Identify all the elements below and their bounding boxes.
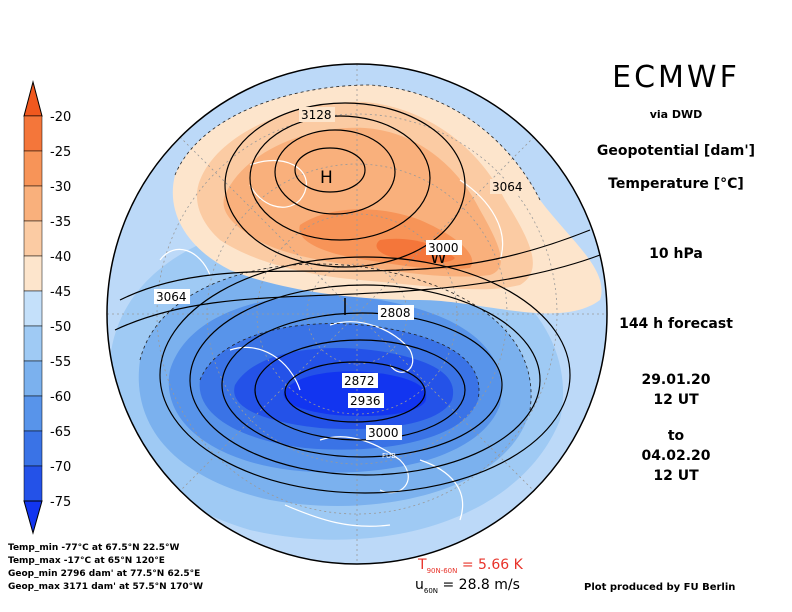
colorbar-label: -65 [50,425,71,440]
temperature-difference: T90N-60N = 5.66 K [418,557,523,575]
colorbar-label: -25 [50,145,71,160]
colorbar-label: -60 [50,390,71,405]
graticule [107,64,607,564]
globe [107,64,607,564]
colorbar-segment [23,325,43,362]
fub-marker-label: FUB [382,452,396,460]
source-title: ECMWF [612,60,740,95]
temp-min-stat: Temp_min -77°C at 67.5°N 22.5°W [8,543,180,553]
geopotential-contours [114,102,601,494]
zonal-wind: u60N = 28.8 m/s [415,577,520,595]
u-value: = 28.8 m/s [442,577,520,593]
contour-label: 2808 [380,306,411,320]
t-value: = 5.66 K [461,557,523,573]
geop-min-stat: Geop_min 2796 dam' at 77.5°N 62.5°E [8,569,201,579]
contour-label: 2936 [350,394,381,408]
colorbar-segment [23,360,43,397]
colorbar-label: -30 [50,180,71,195]
to-text: to [667,428,685,444]
variable-geopotential: Geopotential [dam'] [596,143,756,159]
colorbar-label: -45 [50,285,71,300]
temp-max-stat: Temp_max -17°C at 65°N 120°E [8,556,165,566]
valid-time-text: 12 UT [653,468,699,484]
forecast-lead: 144 h forecast [619,316,733,332]
u-label: u [415,577,424,593]
colorbar-segment [23,290,43,327]
init-time-text: 12 UT [653,392,699,408]
colorbar-top-arrow [23,80,43,117]
init-date-text: 29.01.20 [641,372,711,388]
contour-label: 3064 [156,290,187,304]
pressure-level: 10 hPa [649,246,703,262]
colorbar-segment [23,220,43,257]
contour-label: 3128 [301,108,332,122]
colorbar-label: -20 [50,110,71,125]
colorbar-segment [23,185,43,222]
geop-max-stat: Geop_max 3171 dam' at 57.5°N 170°W [8,582,204,592]
source-subtitle: via DWD [649,108,703,121]
colorbar-segment [23,465,43,502]
contour-labels: 3128 3064 3000 3064 2808 2872 2936 3000 [154,107,526,440]
t-subscript: 90N-60N [426,566,458,575]
globe-outline [106,63,608,565]
colorbar-label: -35 [50,215,71,230]
colorbar-label: -55 [50,355,71,370]
variable-temperature: Temperature [°C] [608,176,744,192]
colorbar-label: -40 [50,250,71,265]
contour-label: 3000 [368,426,399,440]
contour-label: 3064 [492,180,523,194]
t-label: T [418,557,427,573]
credit-text: Plot produced by FU Berlin [584,582,736,593]
contour-label: 2872 [344,374,375,388]
init-time: 29.01.20 12 UT [560,370,792,410]
colorbar-segment [23,430,43,467]
valid-date-text: 04.02.20 [641,448,711,464]
colorbar-segment [23,255,43,292]
colorbar-segment [23,150,43,187]
colorbar-segment [23,395,43,432]
u-subscript: 60N [423,586,439,595]
colorbar-bottom-arrow [23,500,43,535]
colorbar-label: -75 [50,495,71,510]
coastlines [159,159,504,527]
high-pressure-label: H [320,168,333,188]
colorbar-label: -70 [50,460,71,475]
valid-time: to 04.02.20 12 UT [560,426,792,486]
colorbar-segment [23,115,43,152]
contour-label: 3000 [428,241,459,255]
colorbar: -20 -25 -30 -35 -40 -45 -50 -55 -60 -65 … [23,80,71,535]
colorbar-label: -50 [50,320,71,335]
